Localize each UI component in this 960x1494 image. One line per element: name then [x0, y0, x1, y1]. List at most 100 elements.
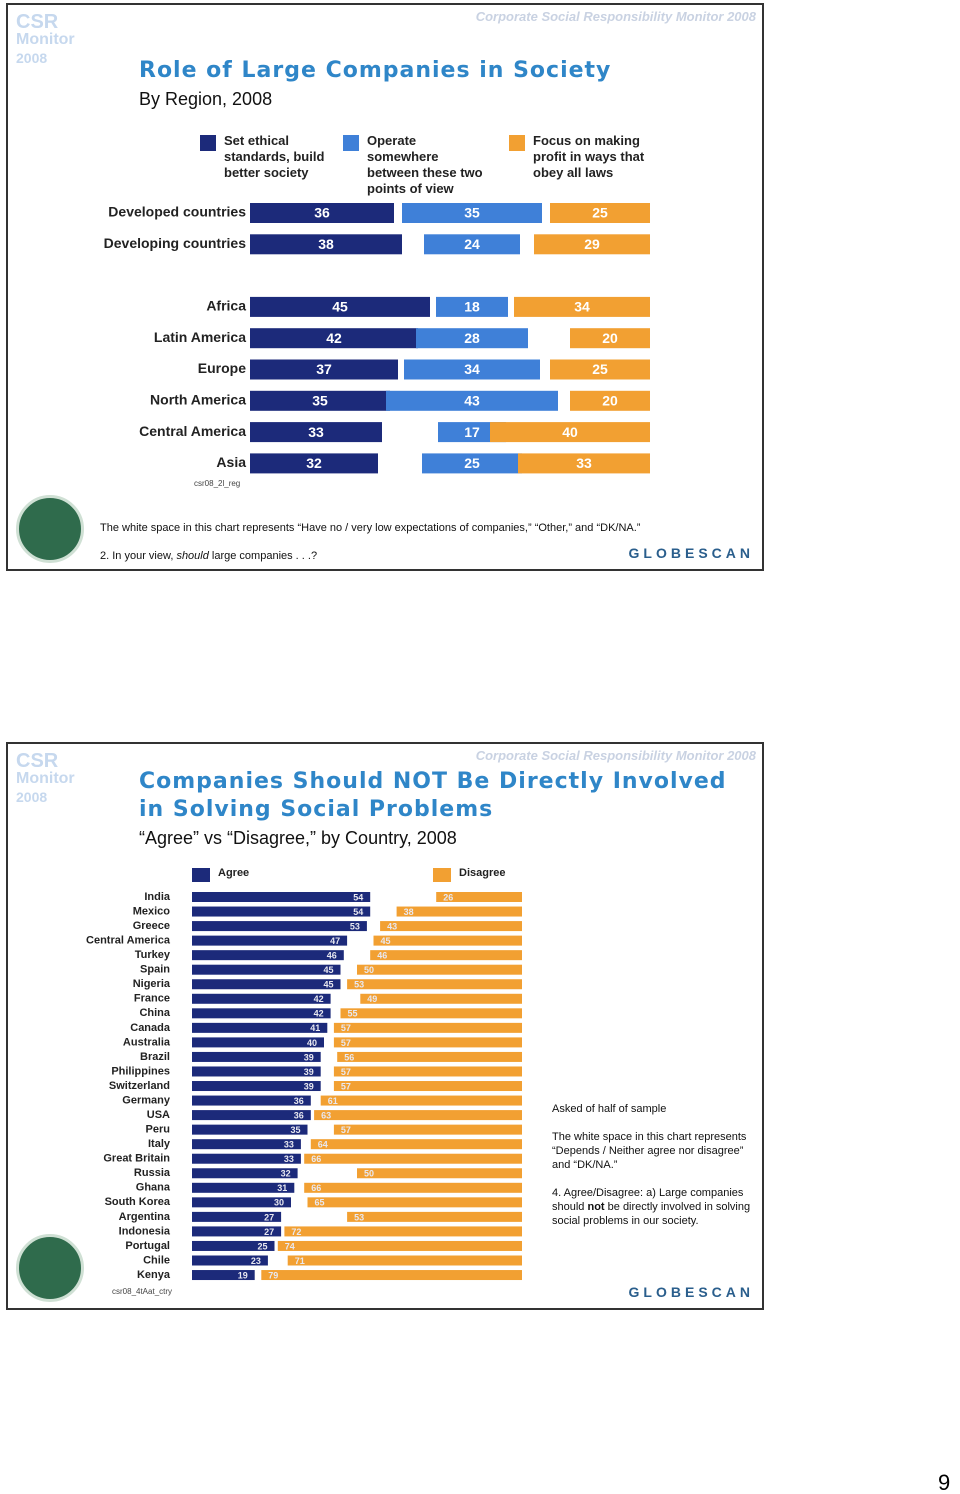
bar — [250, 390, 390, 411]
category-label: Greece — [133, 920, 170, 932]
category-label: Chile — [143, 1254, 170, 1266]
value-label: 38 — [318, 236, 334, 252]
category-label: Switzerland — [109, 1080, 170, 1092]
value-label: 26 — [443, 892, 453, 902]
bar — [380, 921, 522, 932]
bar — [192, 1124, 308, 1135]
value-label: 71 — [295, 1256, 305, 1266]
bar — [250, 234, 402, 255]
value-label: 40 — [562, 424, 578, 440]
bar — [192, 1081, 321, 1092]
value-label: 35 — [290, 1125, 300, 1135]
bar — [192, 1110, 311, 1121]
value-label: 66 — [311, 1183, 321, 1193]
text: not — [587, 1201, 605, 1213]
value-label: 35 — [464, 205, 480, 221]
category-label: Canada — [130, 1022, 171, 1034]
value-label: 43 — [464, 393, 480, 409]
bar — [192, 1066, 321, 1077]
bar — [570, 328, 650, 349]
bar — [250, 328, 418, 349]
bar — [192, 979, 341, 990]
category-label: Australia — [123, 1036, 171, 1048]
bar — [192, 1153, 301, 1164]
value-label: 28 — [464, 330, 480, 346]
bar — [340, 1008, 522, 1019]
category-label: Mexico — [133, 905, 171, 917]
bar — [347, 979, 522, 990]
bar — [261, 1270, 522, 1281]
bar — [357, 964, 522, 975]
value-label: 42 — [326, 330, 342, 346]
bar — [570, 390, 650, 411]
question: 2. In your view, should large companies … — [100, 549, 317, 563]
category-label: Central America — [139, 423, 246, 439]
logo: CSR Monitor 2008 — [16, 750, 75, 806]
bar — [373, 935, 522, 946]
value-label: 66 — [311, 1154, 321, 1164]
category-label: Peru — [146, 1124, 170, 1136]
bar — [192, 993, 331, 1004]
bar — [192, 964, 341, 975]
bar — [404, 359, 540, 380]
slide: Corporate Social Responsibility Monitor … — [6, 742, 764, 1310]
value-label: 43 — [387, 921, 397, 931]
value-label: 18 — [464, 299, 480, 315]
bar — [337, 1051, 522, 1062]
bar — [192, 1226, 282, 1237]
category-label: Nigeria — [133, 978, 171, 990]
value-label: 61 — [328, 1096, 338, 1106]
value-label: 38 — [404, 907, 414, 917]
value-label: 55 — [347, 1009, 357, 1019]
legend-label: Focus on making profit in ways that obey… — [533, 133, 645, 180]
legend-label: Agree — [218, 867, 250, 879]
category-label: Great Britain — [103, 1153, 170, 1165]
category-label: Germany — [122, 1094, 171, 1106]
bar — [333, 1022, 522, 1033]
category-label: Latin America — [154, 329, 246, 345]
bar — [333, 1066, 522, 1077]
value-label: 25 — [464, 455, 480, 471]
bar — [360, 993, 522, 1004]
category-label: Italy — [148, 1138, 171, 1150]
bar — [192, 1168, 298, 1179]
text: be directly involved in solving social p… — [552, 1201, 751, 1227]
category-label: Asia — [216, 454, 246, 470]
category-label: Developing countries — [104, 235, 247, 251]
bar — [436, 892, 522, 902]
bar — [250, 203, 394, 223]
bar — [370, 950, 522, 961]
bar — [518, 453, 650, 474]
bar — [333, 1037, 522, 1048]
bar — [192, 1197, 291, 1208]
logo-text: 2008 — [16, 789, 48, 805]
value-label: 29 — [584, 236, 600, 252]
value-label: 25 — [592, 205, 608, 221]
bar — [250, 359, 398, 380]
value-label: 57 — [341, 1038, 351, 1048]
bar — [333, 1124, 522, 1135]
logo-text: CSR — [16, 750, 59, 772]
value-label: 45 — [380, 936, 390, 946]
value-label: 50 — [364, 1169, 374, 1179]
category-label: Indonesia — [119, 1225, 171, 1237]
bar — [436, 296, 508, 317]
bar — [402, 203, 542, 223]
value-label: 33 — [308, 424, 324, 440]
bar — [284, 1226, 522, 1237]
category-label: India — [144, 891, 171, 903]
value-label: 35 — [312, 393, 328, 409]
legend-swatch — [343, 135, 359, 151]
slide: Corporate Social Responsibility Monitor … — [6, 3, 764, 571]
category-label: Ghana — [136, 1182, 171, 1194]
value-label: 27 — [264, 1227, 274, 1237]
value-label: 20 — [602, 393, 618, 409]
value-label: 50 — [364, 965, 374, 975]
bar — [307, 1197, 522, 1208]
bar — [192, 1008, 331, 1019]
bar — [396, 906, 522, 917]
value-label: 45 — [323, 965, 333, 975]
value-label: 33 — [576, 455, 592, 471]
note: Asked of half of sample — [552, 1103, 667, 1115]
